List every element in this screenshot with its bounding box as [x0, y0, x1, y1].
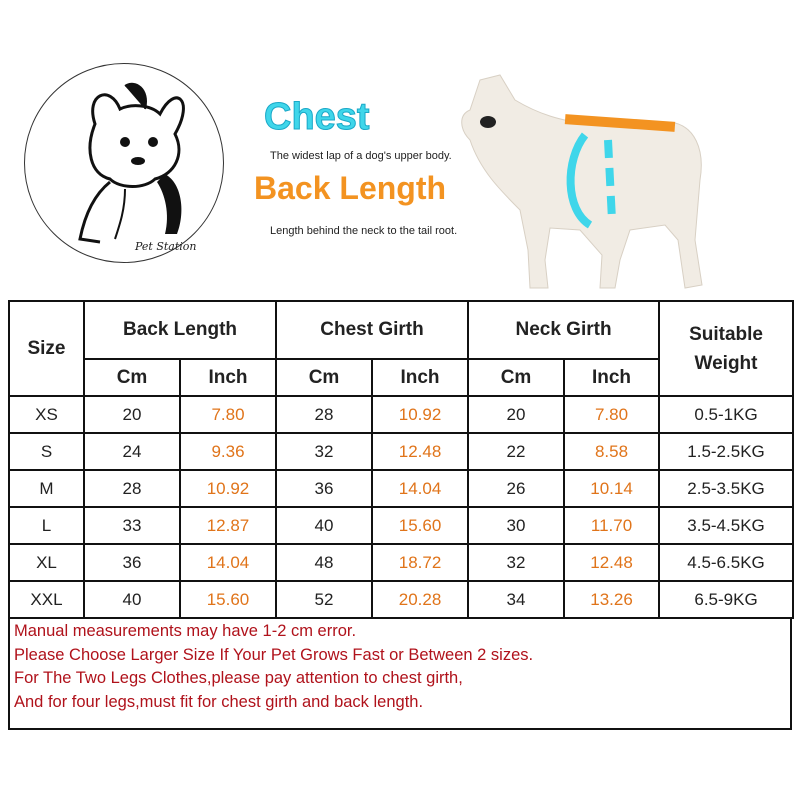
- cell-back-in: 7.80: [179, 395, 277, 434]
- cell-chest-cm: 28: [275, 395, 373, 434]
- cell-size: XL: [8, 543, 85, 582]
- table-row: S 24 9.36 32 12.48 22 8.58 1.5-2.5KG: [8, 432, 795, 471]
- chest-title: Chest: [264, 96, 371, 139]
- table-row: L 33 12.87 40 15.60 30 11.70 3.5-4.5KG: [8, 506, 795, 545]
- pet-station-logo: Pet Station: [24, 63, 224, 263]
- cell-chest-cm: 40: [275, 506, 373, 545]
- brand-name: Pet Station: [135, 240, 197, 253]
- cell-neck-cm: 22: [467, 432, 566, 471]
- cell-chest-cm: 48: [275, 543, 373, 582]
- cell-neck-in: 12.48: [563, 543, 661, 582]
- cell-weight: 0.5-1KG: [658, 395, 795, 434]
- dog-measurement-photo: [461, 74, 703, 289]
- note-line: For The Two Legs Clothes,please pay atte…: [14, 669, 463, 687]
- cell-weight: 4.5-6.5KG: [658, 543, 795, 582]
- header-inch: Inch: [370, 358, 470, 397]
- cell-back-in: 15.60: [179, 580, 277, 619]
- note-line: Manual measurements may have 1-2 cm erro…: [14, 622, 357, 640]
- chest-marker: [566, 132, 593, 229]
- table-row: XS 20 7.80 28 10.92 20 7.80 0.5-1KG: [8, 395, 795, 434]
- cell-weight: 1.5-2.5KG: [658, 432, 795, 471]
- header-cm: Cm: [275, 358, 373, 397]
- back-length-marker: [564, 114, 676, 132]
- table-row: XXL 40 15.60 52 20.28 34 13.26 6.5-9KG: [8, 580, 795, 619]
- cell-neck-cm: 34: [467, 580, 566, 619]
- cell-back-in: 14.04: [179, 543, 277, 582]
- cell-back-in: 10.92: [179, 469, 277, 508]
- notes-box: Manual measurements may have 1-2 cm erro…: [8, 617, 792, 730]
- header-neck-girth: Neck Girth: [467, 300, 661, 360]
- note-line: Please Choose Larger Size If Your Pet Gr…: [14, 645, 534, 664]
- cell-back-in: 12.87: [179, 506, 277, 545]
- header-inch: Inch: [563, 358, 661, 397]
- cell-neck-in: 8.58: [563, 432, 661, 471]
- cell-back-cm: 36: [83, 543, 181, 582]
- cell-chest-in: 14.04: [370, 469, 470, 508]
- header-cm: Cm: [83, 358, 181, 397]
- cell-size: L: [8, 506, 85, 545]
- cell-size: M: [8, 469, 85, 508]
- header-size: Size: [8, 300, 85, 397]
- table-row: M 28 10.92 36 14.04 26 10.14 2.5-3.5KG: [8, 469, 795, 508]
- cell-neck-cm: 20: [467, 395, 566, 434]
- back-length-description: Length behind the neck to the tail root.: [270, 225, 458, 237]
- cell-weight: 2.5-3.5KG: [658, 469, 795, 508]
- cell-weight: 3.5-4.5KG: [658, 506, 795, 545]
- cell-chest-cm: 52: [275, 580, 373, 619]
- cell-chest-in: 20.28: [370, 580, 470, 619]
- header-suitable-weight: Suitable Weight: [658, 300, 795, 397]
- cell-neck-cm: 30: [467, 506, 566, 545]
- back-length-title: Back Length: [254, 170, 447, 206]
- cell-neck-in: 10.14: [563, 469, 661, 508]
- cell-chest-in: 12.48: [370, 432, 470, 471]
- cell-back-in: 9.36: [179, 432, 277, 471]
- header-inch: Inch: [179, 358, 277, 397]
- cell-size: S: [8, 432, 85, 471]
- cell-chest-cm: 36: [275, 469, 373, 508]
- cell-neck-cm: 26: [467, 469, 566, 508]
- cell-neck-in: 13.26: [563, 580, 661, 619]
- cell-chest-cm: 32: [275, 432, 373, 471]
- note-line: And for four legs,must fit for chest gir…: [14, 692, 424, 711]
- cell-chest-in: 15.60: [370, 506, 470, 545]
- header-chest-girth: Chest Girth: [274, 300, 470, 360]
- header-back-length: Back Length: [83, 300, 277, 360]
- cell-back-cm: 33: [83, 506, 181, 545]
- cell-chest-in: 18.72: [370, 543, 470, 582]
- cell-neck-cm: 32: [467, 543, 566, 582]
- cell-back-cm: 28: [83, 469, 181, 508]
- cell-back-cm: 24: [83, 432, 181, 471]
- size-chart-table: Size Back Length Chest Girth Neck Girth …: [8, 300, 795, 619]
- cell-size: XXL: [8, 580, 85, 619]
- cell-weight: 6.5-9KG: [658, 580, 795, 619]
- header-cm: Cm: [467, 358, 566, 397]
- chest-description: The widest lap of a dog's upper body.: [270, 150, 452, 162]
- cell-back-cm: 40: [83, 580, 181, 619]
- bulldog-logo-icon: [78, 82, 185, 244]
- cell-chest-in: 10.92: [370, 395, 470, 434]
- table-row: XL 36 14.04 48 18.72 32 12.48 4.5-6.5KG: [8, 543, 795, 582]
- cell-neck-in: 11.70: [563, 506, 661, 545]
- cell-back-cm: 20: [83, 395, 181, 434]
- cell-neck-in: 7.80: [563, 395, 661, 434]
- cell-size: XS: [8, 395, 85, 434]
